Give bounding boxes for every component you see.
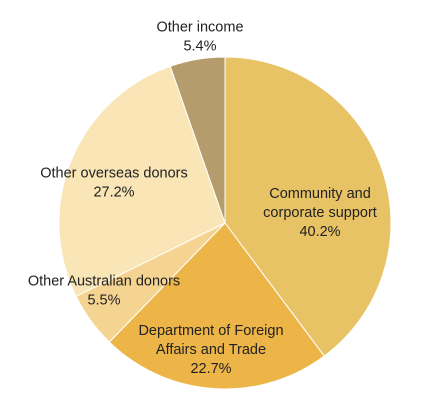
slice-label: Other Australian donors 5.5% (28, 274, 180, 309)
pie-slice (58, 65, 226, 297)
slice-percent: 40.2% (299, 224, 340, 240)
slice-percent: 22.7% (190, 361, 231, 377)
slice-name: Other overseas donors (40, 166, 188, 182)
slice-name: Other Australian donors (28, 274, 180, 290)
slice-label: Other overseas donors 27.2% (40, 166, 188, 201)
slice-name: corporate support (263, 205, 377, 221)
slice-name: Other income (156, 20, 243, 36)
slice-label: Department of Foreign Affairs and Trade 22… (138, 323, 283, 377)
slice-percent: 5.5% (87, 293, 120, 309)
slice-label: Community and corporate support 40.2% (263, 186, 377, 240)
pie-slice (169, 56, 226, 224)
slice-percent: 27.2% (93, 185, 134, 201)
slice-name: Affairs and Trade (156, 342, 266, 358)
slice-percent: 5.4% (183, 39, 216, 55)
pie-slice (224, 56, 392, 357)
pie-slice (108, 222, 325, 390)
slice-name: Department of Foreign (138, 323, 283, 339)
slice-label: Other income 5.4% (156, 20, 243, 55)
slice-name: Community and (269, 186, 371, 202)
